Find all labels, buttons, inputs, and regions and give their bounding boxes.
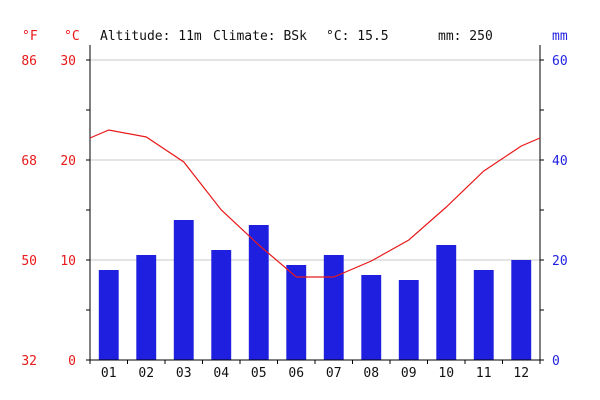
fahrenheit-tick-label: 50 bbox=[21, 254, 37, 269]
mm-tick-label: 0 bbox=[552, 354, 560, 369]
mean-temperature-label: °C: 15.5 bbox=[326, 29, 389, 44]
month-tick-label: 11 bbox=[476, 366, 492, 381]
month-tick-label: 08 bbox=[363, 366, 379, 381]
precipitation-bars bbox=[98, 220, 532, 360]
mm-tick-label: 20 bbox=[552, 254, 568, 269]
fahrenheit-tick-label: 68 bbox=[21, 154, 37, 169]
mm-tick-label: 60 bbox=[552, 54, 568, 69]
mm-tick-label: 40 bbox=[552, 154, 568, 169]
temperature-line bbox=[89, 129, 541, 278]
celsius-tick-label: 30 bbox=[60, 54, 76, 69]
mm-unit-label: mm bbox=[552, 29, 568, 44]
temperature-line-path bbox=[89, 129, 541, 278]
celsius-tick-label: 0 bbox=[68, 354, 76, 369]
precipitation-bar bbox=[473, 270, 494, 360]
month-tick-label: 04 bbox=[213, 366, 229, 381]
month-tick-label: 10 bbox=[438, 366, 454, 381]
precipitation-bar bbox=[173, 220, 194, 360]
precipitation-bar bbox=[286, 265, 307, 360]
precipitation-bar bbox=[211, 250, 232, 360]
month-tick-label: 12 bbox=[513, 366, 529, 381]
precipitation-bar bbox=[98, 270, 119, 360]
celsius-unit-label: °C bbox=[64, 29, 80, 44]
fahrenheit-tick-label: 32 bbox=[21, 354, 37, 369]
altitude-label: Altitude: 11m bbox=[100, 29, 202, 44]
fahrenheit-tick-label: 86 bbox=[21, 54, 37, 69]
month-tick-label: 02 bbox=[138, 366, 154, 381]
celsius-tick-label: 10 bbox=[60, 254, 76, 269]
precipitation-bar bbox=[248, 225, 269, 360]
month-tick-label: 01 bbox=[101, 366, 117, 381]
precipitation-bar bbox=[398, 280, 419, 360]
celsius-tick-label: 20 bbox=[60, 154, 76, 169]
axes bbox=[86, 45, 544, 364]
month-tick-label: 07 bbox=[326, 366, 342, 381]
gridlines bbox=[90, 59, 540, 261]
fahrenheit-unit-label: °F bbox=[22, 29, 38, 44]
month-tick-label: 09 bbox=[401, 366, 417, 381]
precipitation-bar bbox=[323, 255, 344, 360]
month-tick-label: 03 bbox=[176, 366, 192, 381]
precipitation-bar bbox=[136, 255, 157, 360]
precipitation-bar bbox=[511, 260, 532, 360]
precipitation-bar bbox=[436, 245, 457, 360]
total-precipitation-label: mm: 250 bbox=[438, 29, 493, 44]
month-tick-label: 06 bbox=[288, 366, 304, 381]
precipitation-bar bbox=[361, 275, 382, 360]
month-tick-label: 05 bbox=[251, 366, 267, 381]
climate-label: Climate: BSk bbox=[213, 29, 307, 44]
tick-labels: 0 32 10 50 20 68 30 86 0 20 40 60 01 02 03 04 05 06 07 08 09… bbox=[21, 54, 567, 381]
